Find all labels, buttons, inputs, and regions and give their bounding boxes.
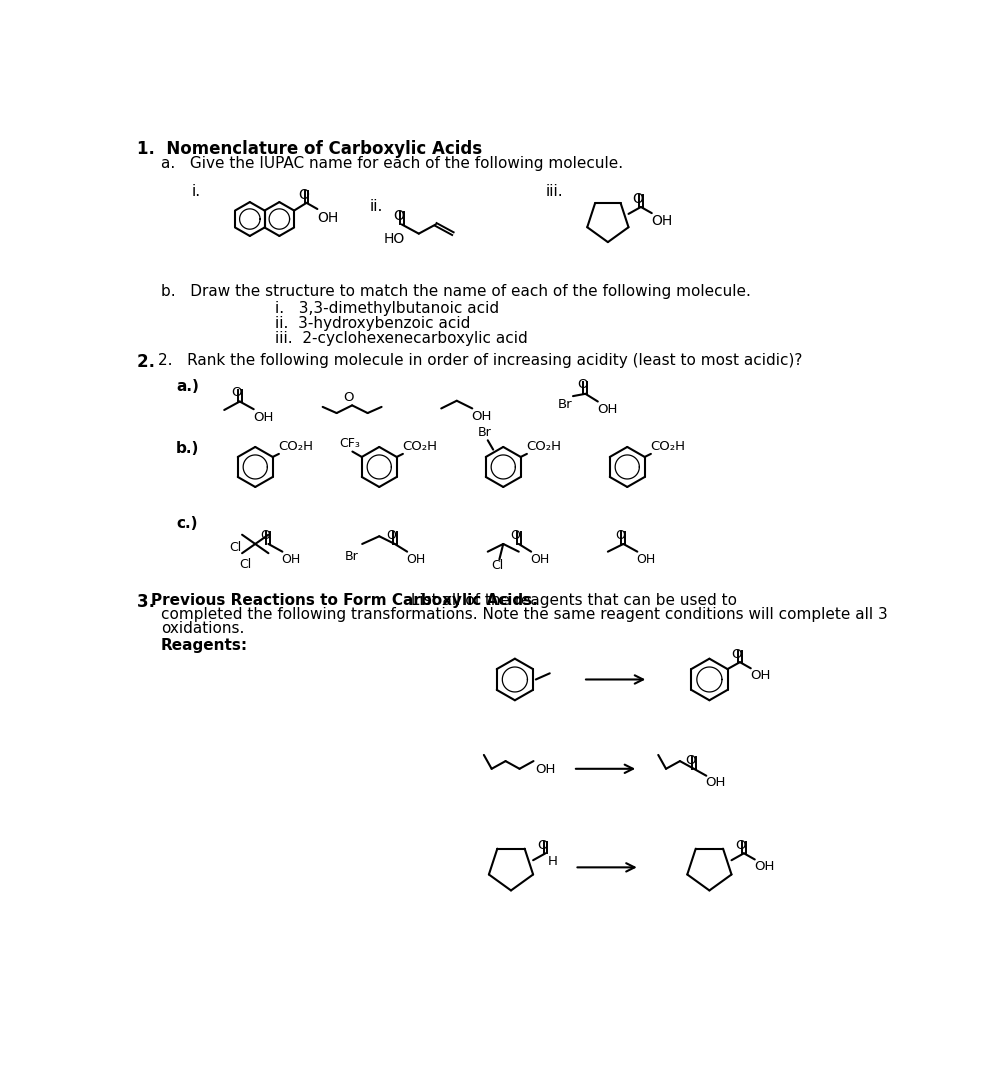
Text: 2.   Rank the following molecule in order of increasing acidity (least to most a: 2. Rank the following molecule in order …: [158, 354, 802, 368]
Text: i.: i.: [192, 184, 201, 199]
Text: OH: OH: [754, 860, 775, 874]
Text: O: O: [616, 530, 625, 543]
Text: OH: OH: [531, 553, 549, 566]
Text: CF₃: CF₃: [339, 437, 360, 450]
Text: OH: OH: [636, 553, 656, 566]
Text: O: O: [386, 530, 396, 543]
Text: O: O: [261, 530, 271, 543]
Text: OH: OH: [535, 763, 555, 775]
Text: OH: OH: [597, 403, 618, 417]
Text: OH: OH: [705, 776, 726, 789]
Text: b.): b.): [176, 441, 200, 456]
Text: ii.: ii.: [370, 199, 383, 214]
Text: i.   3,3-dimethylbutanoic acid: i. 3,3-dimethylbutanoic acid: [275, 300, 499, 316]
Text: Cl: Cl: [491, 560, 503, 572]
Text: Br: Br: [478, 426, 491, 439]
Text: OH: OH: [317, 210, 339, 224]
Text: ii.  3-hydroxybenzoic acid: ii. 3-hydroxybenzoic acid: [275, 316, 470, 331]
Text: H: H: [547, 854, 557, 868]
Text: OH: OH: [253, 411, 274, 424]
Text: a.): a.): [176, 379, 199, 394]
Text: O: O: [343, 391, 354, 404]
Text: iii.  2-cyclohexenecarboxylic acid: iii. 2-cyclohexenecarboxylic acid: [275, 331, 528, 346]
Text: Cl: Cl: [229, 541, 242, 554]
Text: oxidations.: oxidations.: [161, 621, 244, 635]
Text: Br: Br: [557, 397, 572, 411]
Text: O: O: [231, 387, 242, 399]
Text: Br: Br: [345, 550, 359, 563]
Text: 3.: 3.: [137, 593, 161, 611]
Text: O: O: [298, 188, 309, 202]
Text: O: O: [735, 838, 746, 851]
Text: completed the following transformations. Note the same reagent conditions will c: completed the following transformations.…: [161, 607, 887, 622]
Text: c.): c.): [176, 516, 198, 531]
Text: Reagents:: Reagents:: [161, 638, 248, 653]
Text: O: O: [537, 838, 547, 851]
Text: 1.  Nomenclature of Carboxylic Acids: 1. Nomenclature of Carboxylic Acids: [137, 141, 482, 158]
Text: List all of the reagents that can be used to: List all of the reagents that can be use…: [406, 593, 737, 609]
Text: O: O: [577, 378, 588, 391]
Text: O: O: [632, 192, 643, 206]
Text: OH: OH: [282, 553, 301, 566]
Text: OH: OH: [406, 553, 426, 566]
Text: OH: OH: [651, 214, 672, 227]
Text: O: O: [393, 209, 404, 223]
Text: Previous Reactions to Form Carboxylic Acids.: Previous Reactions to Form Carboxylic Ac…: [150, 593, 537, 609]
Text: O: O: [686, 754, 697, 767]
Text: OH: OH: [750, 669, 771, 682]
Text: CO₂H: CO₂H: [402, 440, 437, 453]
Text: CO₂H: CO₂H: [650, 440, 685, 453]
Text: a.   Give the IUPAC name for each of the following molecule.: a. Give the IUPAC name for each of the f…: [161, 156, 622, 171]
Text: b.   Draw the structure to match the name of each of the following molecule.: b. Draw the structure to match the name …: [161, 284, 751, 299]
Text: 2.: 2.: [137, 354, 167, 371]
Text: iii.: iii.: [546, 184, 563, 199]
Text: O: O: [731, 647, 742, 660]
Text: HO: HO: [383, 232, 404, 246]
Text: O: O: [511, 530, 521, 543]
Text: OH: OH: [471, 410, 492, 423]
Text: CO₂H: CO₂H: [279, 440, 313, 453]
Text: Cl: Cl: [239, 557, 251, 570]
Text: CO₂H: CO₂H: [527, 440, 561, 453]
